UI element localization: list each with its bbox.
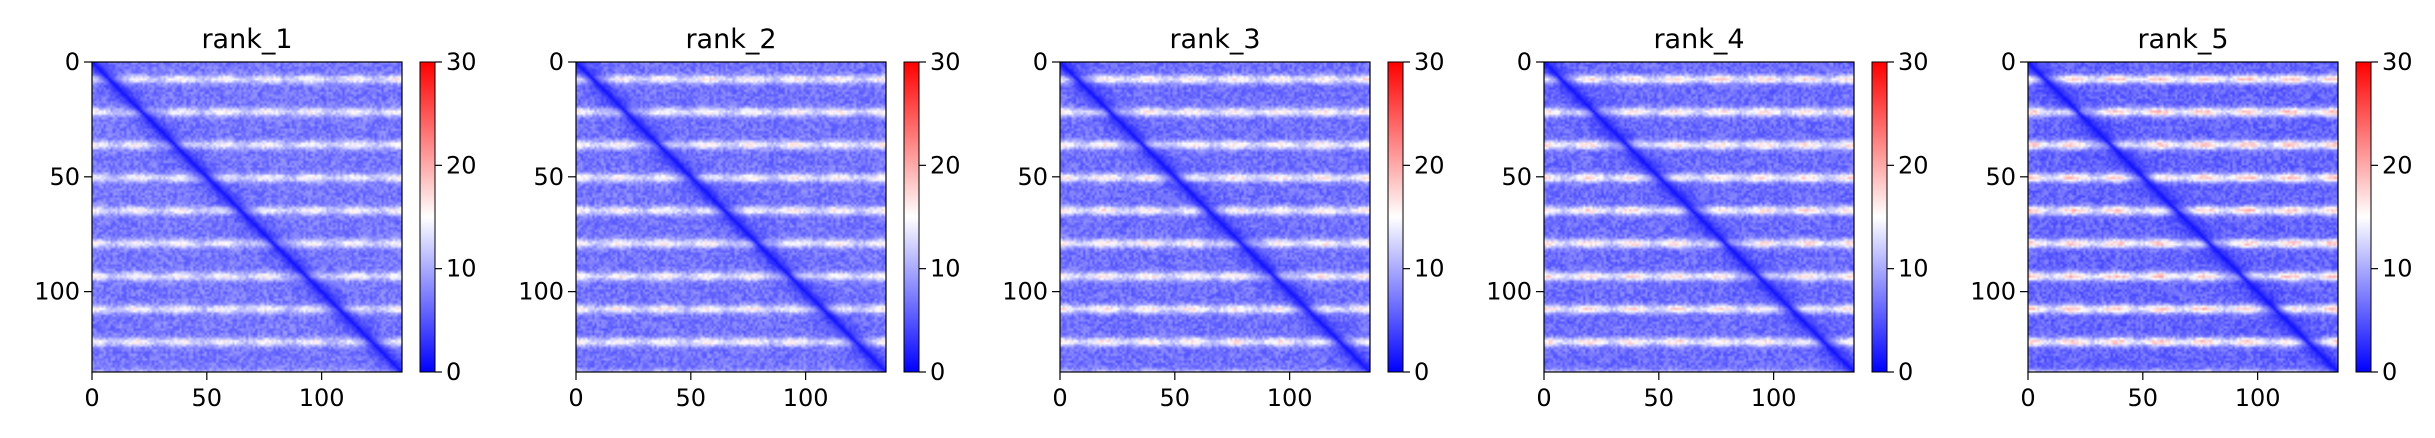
y-tick-label: 0 bbox=[2001, 48, 2016, 76]
y-tick-label: 100 bbox=[34, 278, 80, 306]
y-tick-label: 0 bbox=[1033, 48, 1048, 76]
colorbar-tick-label: 10 bbox=[1414, 255, 1445, 283]
panel-rank_2: rank_2 0 50 100 0 50 100 0 10 20 30 bbox=[518, 24, 960, 412]
axes-frame bbox=[575, 61, 887, 373]
colorbar-tick-label: 10 bbox=[2382, 255, 2413, 283]
y-tick-label: 50 bbox=[533, 163, 564, 191]
colorbar-tick-label: 20 bbox=[2382, 151, 2413, 179]
axes-frame bbox=[1543, 61, 1855, 373]
x-tick-label: 0 bbox=[84, 384, 99, 412]
axes-frame bbox=[1059, 61, 1371, 373]
colorbar-tick-label: 0 bbox=[930, 358, 945, 386]
panel-title: rank_1 bbox=[201, 24, 292, 55]
heatmap-image bbox=[576, 62, 886, 372]
colorbar-tick-label: 30 bbox=[930, 48, 961, 76]
x-tick-label: 100 bbox=[1267, 384, 1313, 412]
y-tick-label: 50 bbox=[1985, 163, 2016, 191]
panel-rank_4: rank_4 0 50 100 0 50 100 0 10 20 30 bbox=[1486, 24, 1928, 412]
colorbar-tick-label: 30 bbox=[1414, 48, 1445, 76]
colorbar-tick-label: 10 bbox=[1898, 255, 1929, 283]
panel-title: rank_2 bbox=[685, 24, 776, 55]
panel-rank_1: rank_1 0 50 100 0 50 100 0 10 20 30 bbox=[34, 24, 476, 412]
y-tick-label: 0 bbox=[1517, 48, 1532, 76]
colorbar bbox=[1387, 61, 1404, 373]
colorbar-tick-label: 0 bbox=[2382, 358, 2397, 386]
heatmap-image bbox=[2028, 62, 2338, 372]
colorbar-tick-label: 0 bbox=[1414, 358, 1429, 386]
colorbar-tick-label: 20 bbox=[1898, 151, 1929, 179]
colorbar bbox=[2355, 61, 2372, 373]
panel-rank_3: rank_3 0 50 100 0 50 100 0 10 20 30 bbox=[1002, 24, 1444, 412]
heatmap-image bbox=[92, 62, 402, 372]
y-tick-label: 50 bbox=[1501, 163, 1532, 191]
axes-frame bbox=[91, 61, 403, 373]
colorbar-tick-label: 30 bbox=[2382, 48, 2413, 76]
x-tick-label: 50 bbox=[676, 384, 707, 412]
x-tick-label: 50 bbox=[1644, 384, 1675, 412]
colorbar-tick-label: 30 bbox=[1898, 48, 1929, 76]
panel-title: rank_5 bbox=[2137, 24, 2228, 55]
x-tick-label: 100 bbox=[783, 384, 829, 412]
x-tick-label: 0 bbox=[568, 384, 583, 412]
x-tick-label: 100 bbox=[1751, 384, 1797, 412]
panel-rank_5: rank_5 0 50 100 0 50 100 0 10 20 30 bbox=[1970, 24, 2412, 412]
x-tick-label: 0 bbox=[1052, 384, 1067, 412]
colorbar-tick-label: 0 bbox=[1898, 358, 1913, 386]
y-tick-label: 50 bbox=[1017, 163, 1048, 191]
colorbar-tick-label: 20 bbox=[1414, 151, 1445, 179]
panel-title: rank_4 bbox=[1653, 24, 1744, 55]
y-tick-label: 100 bbox=[1970, 278, 2016, 306]
y-tick-label: 0 bbox=[65, 48, 80, 76]
y-tick-label: 100 bbox=[1486, 278, 1532, 306]
heatmap-image bbox=[1060, 62, 1370, 372]
colorbar bbox=[903, 61, 920, 373]
x-tick-label: 0 bbox=[2020, 384, 2035, 412]
y-tick-label: 50 bbox=[49, 163, 80, 191]
colorbar-tick-label: 30 bbox=[446, 48, 477, 76]
y-tick-label: 0 bbox=[549, 48, 564, 76]
axes-frame bbox=[2027, 61, 2339, 373]
colorbar-tick-label: 10 bbox=[446, 255, 477, 283]
x-tick-label: 100 bbox=[299, 384, 345, 412]
x-tick-label: 0 bbox=[1536, 384, 1551, 412]
x-tick-label: 50 bbox=[2128, 384, 2159, 412]
y-tick-label: 100 bbox=[1002, 278, 1048, 306]
heatmap-image bbox=[1544, 62, 1854, 372]
panel-title: rank_3 bbox=[1169, 24, 1260, 55]
colorbar-tick-label: 10 bbox=[930, 255, 961, 283]
x-tick-label: 50 bbox=[192, 384, 223, 412]
colorbar bbox=[1871, 61, 1888, 373]
colorbar bbox=[419, 61, 436, 373]
x-tick-label: 50 bbox=[1160, 384, 1191, 412]
y-tick-label: 100 bbox=[518, 278, 564, 306]
colorbar-tick-label: 20 bbox=[930, 151, 961, 179]
x-tick-label: 100 bbox=[2235, 384, 2281, 412]
colorbar-tick-label: 20 bbox=[446, 151, 477, 179]
colorbar-tick-label: 0 bbox=[446, 358, 461, 386]
